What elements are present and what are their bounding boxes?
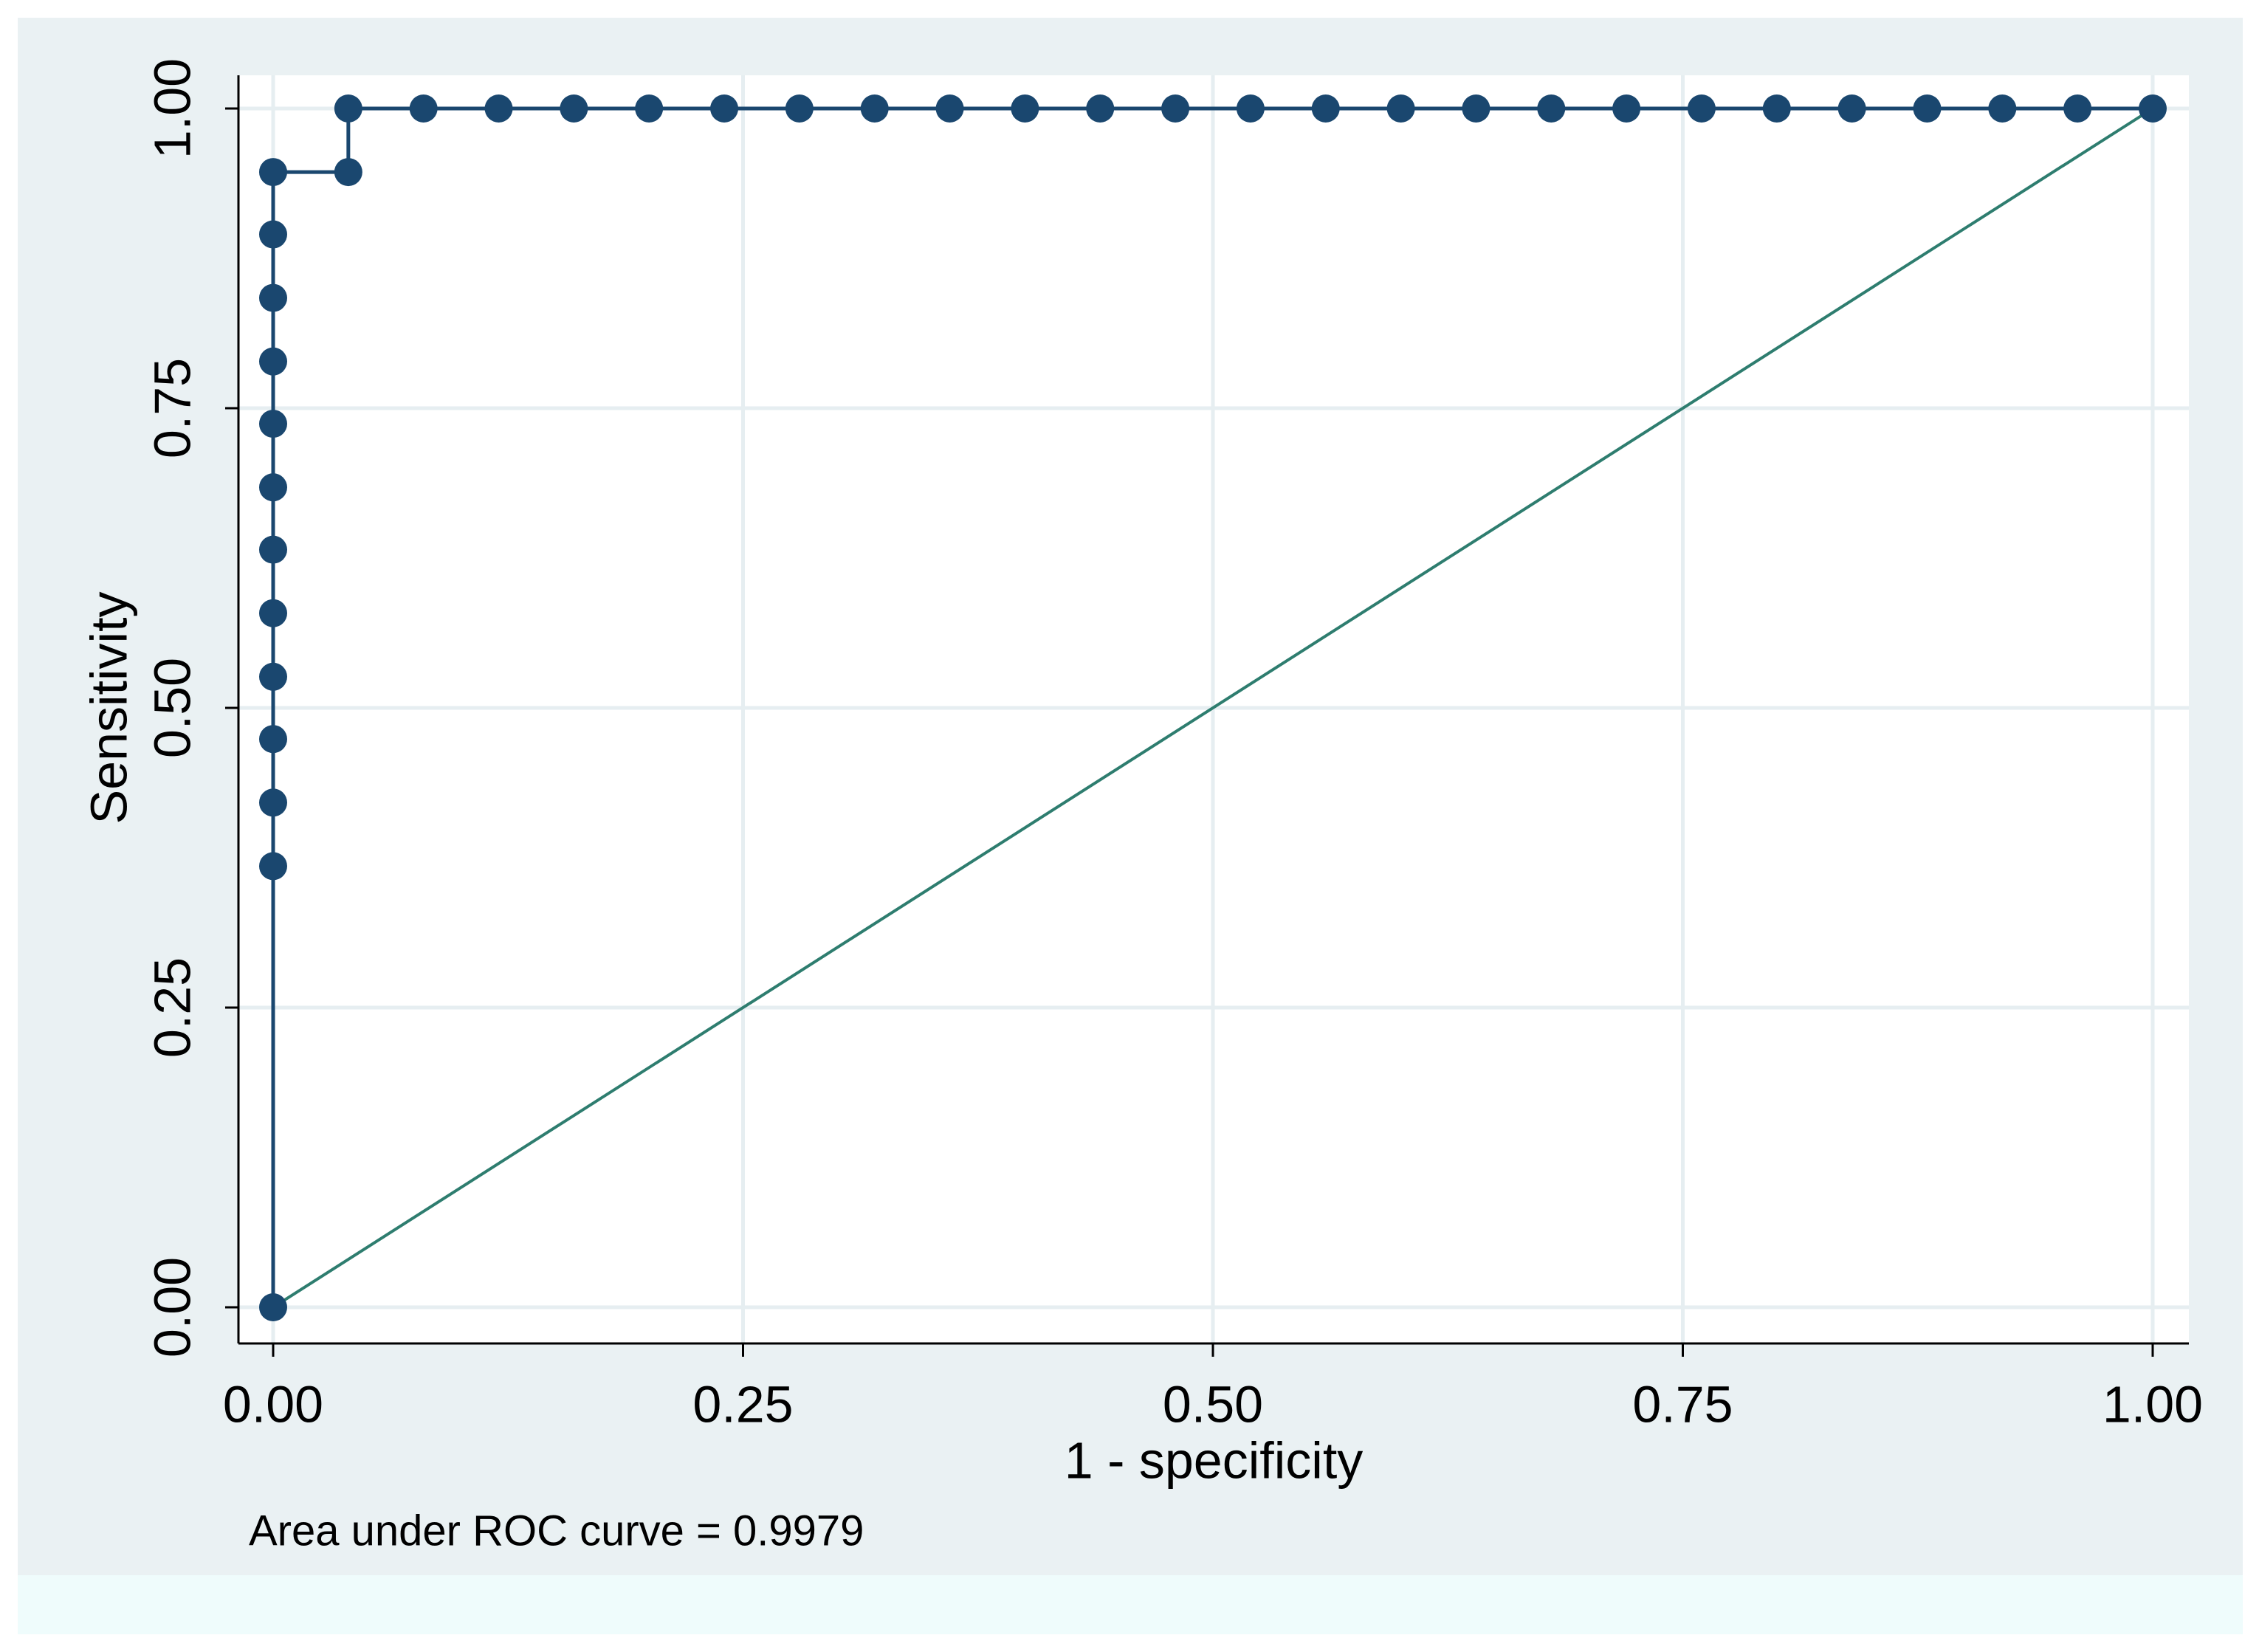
marker	[1762, 94, 1791, 123]
marker	[1462, 94, 1490, 123]
series-line	[272, 107, 2154, 1309]
marker	[1236, 94, 1265, 123]
marker	[334, 94, 362, 123]
marker	[1386, 94, 1415, 123]
marker	[1988, 94, 2017, 123]
lines	[259, 94, 2167, 1321]
marker	[259, 1293, 287, 1321]
marker	[409, 94, 438, 123]
marker	[1837, 94, 1866, 123]
x-axis-title: 1 - specificity	[1065, 1431, 1364, 1489]
y-axis-title: Sensitivity	[80, 591, 137, 824]
marker	[259, 473, 287, 502]
marker	[1086, 94, 1115, 123]
marker	[1687, 94, 1716, 123]
marker	[259, 347, 287, 376]
marker	[259, 283, 287, 312]
marker	[1612, 94, 1641, 123]
y-tick-label: 0.25	[143, 957, 201, 1058]
marker	[1913, 94, 1942, 123]
marker	[710, 94, 739, 123]
marker	[259, 220, 287, 249]
marker	[259, 535, 287, 564]
y-tick-label: 1.00	[143, 58, 201, 159]
marker	[935, 94, 964, 123]
x-tick-label: 1.00	[2102, 1375, 2203, 1433]
marker	[2063, 94, 2092, 123]
marker	[259, 788, 287, 817]
marker	[785, 94, 814, 123]
x-tick-label: 0.00	[223, 1375, 323, 1433]
marker	[484, 94, 513, 123]
marker	[259, 852, 287, 881]
x-tick-label: 0.75	[1632, 1375, 1733, 1433]
marker	[259, 662, 287, 691]
marker	[1161, 94, 1190, 123]
marker	[259, 158, 287, 187]
y-tick-label: 0.00	[143, 1257, 201, 1357]
marker	[860, 94, 889, 123]
x-tick-label: 0.50	[1163, 1375, 1263, 1433]
marker	[560, 94, 588, 123]
marker	[259, 725, 287, 754]
marker	[1311, 94, 1340, 123]
marker	[2139, 94, 2167, 123]
note: Area under ROC curve = 0.9979	[249, 1507, 864, 1555]
y-tick-label: 0.50	[143, 658, 201, 758]
marker	[1011, 94, 1039, 123]
marker	[635, 94, 664, 123]
marker	[259, 410, 287, 438]
lower-band	[18, 1575, 2243, 1634]
x-tick-label: 0.25	[692, 1375, 793, 1433]
marker	[259, 599, 287, 627]
y-tick-label: 0.75	[143, 358, 201, 458]
marker	[334, 158, 362, 187]
marker	[1537, 94, 1566, 123]
